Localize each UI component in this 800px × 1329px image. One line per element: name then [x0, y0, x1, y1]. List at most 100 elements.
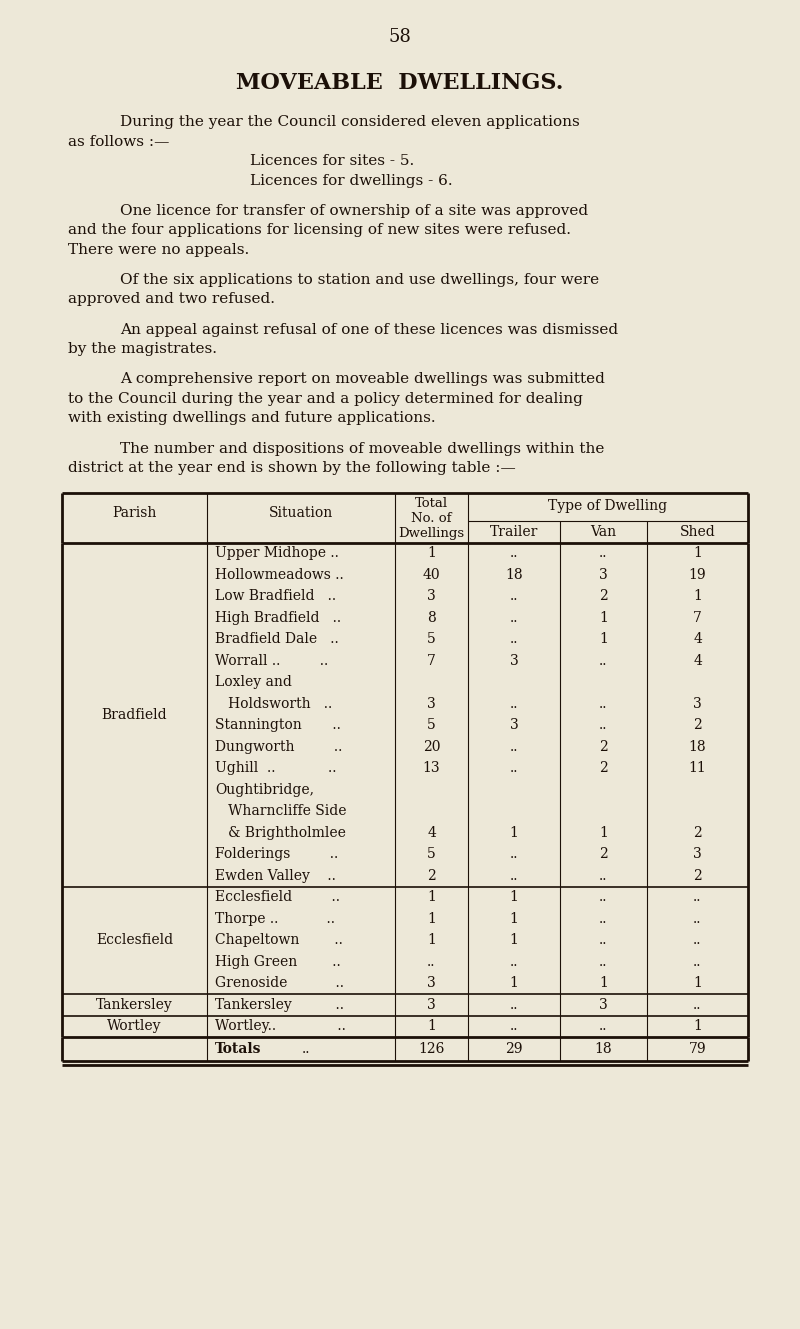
Text: ..: .. [599, 654, 608, 668]
Text: 3: 3 [599, 567, 608, 582]
Text: 7: 7 [427, 654, 436, 668]
Text: 2: 2 [599, 762, 608, 775]
Text: Ughill  ..            ..: Ughill .. .. [215, 762, 337, 775]
Text: Van: Van [590, 525, 617, 538]
Text: ..: .. [510, 740, 518, 754]
Text: Situation: Situation [269, 505, 333, 520]
Text: 3: 3 [427, 589, 436, 603]
Text: Totals: Totals [215, 1042, 262, 1057]
Text: 18: 18 [505, 567, 523, 582]
Text: Upper Midhope ..: Upper Midhope .. [215, 546, 339, 561]
Text: Loxley and: Loxley and [215, 675, 292, 690]
Text: ..: .. [694, 954, 702, 969]
Text: ..: .. [599, 890, 608, 904]
Text: 1: 1 [599, 611, 608, 625]
Text: 79: 79 [689, 1042, 706, 1057]
Text: ..: .. [694, 998, 702, 1011]
Text: Licences for sites - 5.: Licences for sites - 5. [250, 154, 414, 167]
Text: Licences for dwellings - 6.: Licences for dwellings - 6. [250, 174, 453, 187]
Text: Wortley: Wortley [107, 1019, 162, 1034]
Text: High Green        ..: High Green .. [215, 954, 341, 969]
Text: ..: .. [599, 954, 608, 969]
Text: 1: 1 [427, 890, 436, 904]
Text: 19: 19 [689, 567, 706, 582]
Text: 3: 3 [599, 998, 608, 1011]
Text: MOVEABLE  DWELLINGS.: MOVEABLE DWELLINGS. [236, 72, 564, 94]
Text: ..: .. [510, 611, 518, 625]
Text: 1: 1 [510, 890, 518, 904]
Text: ..: .. [510, 1019, 518, 1034]
Text: Tankersley          ..: Tankersley .. [215, 998, 344, 1011]
Text: Hollowmeadows ..: Hollowmeadows .. [215, 567, 344, 582]
Text: 18: 18 [689, 740, 706, 754]
Text: ..: .. [427, 954, 436, 969]
Text: 3: 3 [693, 848, 702, 861]
Text: ..: .. [510, 869, 518, 882]
Text: 1: 1 [510, 933, 518, 948]
Text: 4: 4 [427, 825, 436, 840]
Text: High Bradfield   ..: High Bradfield .. [215, 611, 341, 625]
Text: Grenoside           ..: Grenoside .. [215, 977, 344, 990]
Text: 4: 4 [693, 633, 702, 646]
Text: 3: 3 [427, 696, 436, 711]
Text: 2: 2 [693, 869, 702, 882]
Text: Folderings         ..: Folderings .. [215, 848, 338, 861]
Text: Of the six applications to station and use dwellings, four were: Of the six applications to station and u… [120, 272, 599, 287]
Text: 18: 18 [594, 1042, 612, 1057]
Text: Dungworth         ..: Dungworth .. [215, 740, 342, 754]
Text: Bradfield: Bradfield [102, 707, 167, 722]
Text: 1: 1 [693, 977, 702, 990]
Text: ..: .. [302, 1042, 310, 1057]
Text: Wharncliffe Side: Wharncliffe Side [215, 804, 346, 819]
Text: ..: .. [510, 546, 518, 561]
Text: ..: .. [510, 998, 518, 1011]
Text: ..: .. [510, 762, 518, 775]
Text: ..: .. [599, 719, 608, 732]
Text: Stannington       ..: Stannington .. [215, 719, 341, 732]
Text: ..: .. [510, 633, 518, 646]
Text: 5: 5 [427, 848, 436, 861]
Text: 3: 3 [427, 977, 436, 990]
Text: Worrall ..         ..: Worrall .. .. [215, 654, 328, 668]
Text: Bradfield Dale   ..: Bradfield Dale .. [215, 633, 338, 646]
Text: ..: .. [599, 869, 608, 882]
Text: Ewden Valley    ..: Ewden Valley .. [215, 869, 336, 882]
Text: ..: .. [599, 696, 608, 711]
Text: 2: 2 [599, 848, 608, 861]
Text: 2: 2 [693, 719, 702, 732]
Text: Chapeltown        ..: Chapeltown .. [215, 933, 343, 948]
Text: During the year the Council considered eleven applications: During the year the Council considered e… [120, 116, 580, 129]
Text: 1: 1 [427, 546, 436, 561]
Text: An appeal against refusal of one of these licences was dismissed: An appeal against refusal of one of thes… [120, 323, 618, 336]
Text: 4: 4 [693, 654, 702, 668]
Text: 58: 58 [389, 28, 411, 47]
Text: 1: 1 [510, 825, 518, 840]
Text: approved and two refused.: approved and two refused. [68, 292, 275, 307]
Text: 1: 1 [427, 933, 436, 948]
Text: 1: 1 [427, 1019, 436, 1034]
Text: 1: 1 [693, 589, 702, 603]
Text: One licence for transfer of ownership of a site was approved: One licence for transfer of ownership of… [120, 203, 588, 218]
Text: Ecclesfield: Ecclesfield [96, 933, 173, 948]
Text: 1: 1 [599, 825, 608, 840]
Text: ..: .. [694, 890, 702, 904]
Text: 11: 11 [689, 762, 706, 775]
Text: ..: .. [510, 848, 518, 861]
Text: A comprehensive report on moveable dwellings was submitted: A comprehensive report on moveable dwell… [120, 372, 605, 387]
Text: ..: .. [510, 954, 518, 969]
Text: 7: 7 [693, 611, 702, 625]
Text: 2: 2 [599, 589, 608, 603]
Text: The number and dispositions of moveable dwellings within the: The number and dispositions of moveable … [120, 441, 604, 456]
Text: ..: .. [694, 933, 702, 948]
Text: Total
No. of
Dwellings: Total No. of Dwellings [398, 497, 465, 540]
Text: Thorpe ..           ..: Thorpe .. .. [215, 912, 335, 926]
Text: ..: .. [599, 546, 608, 561]
Text: and the four applications for licensing of new sites were refused.: and the four applications for licensing … [68, 223, 571, 237]
Text: district at the year end is shown by the following table :—: district at the year end is shown by the… [68, 461, 516, 476]
Text: Shed: Shed [680, 525, 715, 538]
Text: by the magistrates.: by the magistrates. [68, 342, 217, 356]
Text: 2: 2 [599, 740, 608, 754]
Text: 20: 20 [422, 740, 440, 754]
Text: 29: 29 [506, 1042, 522, 1057]
Text: ..: .. [510, 589, 518, 603]
